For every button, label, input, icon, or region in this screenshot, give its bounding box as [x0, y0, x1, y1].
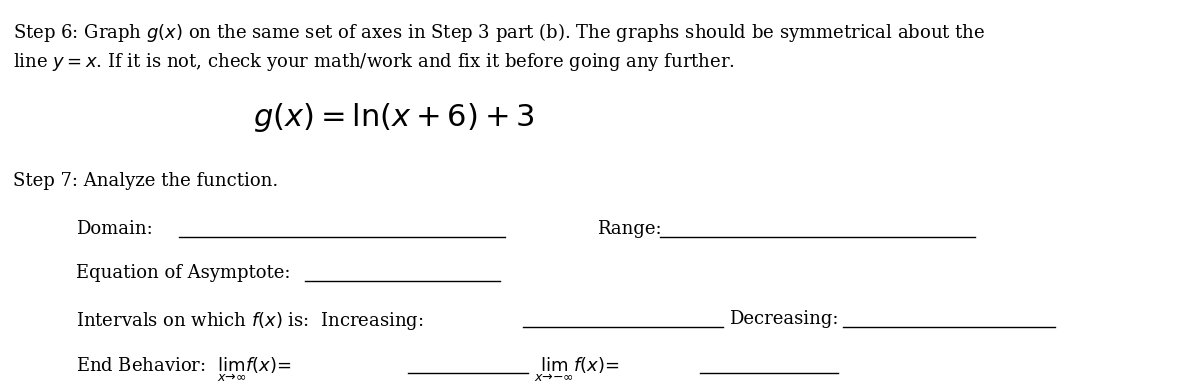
- Text: Step 6: Graph $g(x)$ on the same set of axes in Step 3 part (b). The graphs shou: Step 6: Graph $g(x)$ on the same set of …: [13, 20, 985, 44]
- Text: Decreasing:: Decreasing:: [728, 310, 839, 328]
- Text: End Behavior:  $\lim_{x \to \infty} f(x) =$: End Behavior: $\lim_{x \to \infty} f(x) …: [76, 356, 292, 385]
- Text: $g(x) = \ln(x+6) + 3$: $g(x) = \ln(x+6) + 3$: [253, 101, 535, 134]
- Text: line $y = x$. If it is not, check your math/work and fix it before going any fur: line $y = x$. If it is not, check your m…: [13, 51, 734, 73]
- Text: Domain:: Domain:: [76, 220, 152, 238]
- Text: Step 7: Analyze the function.: Step 7: Analyze the function.: [13, 172, 278, 190]
- Text: Intervals on which $f(x)$ is:  Increasing:: Intervals on which $f(x)$ is: Increasing…: [76, 310, 424, 332]
- Text: $\lim_{x \to -\infty} f(x) =$: $\lim_{x \to -\infty} f(x) =$: [534, 356, 619, 385]
- Text: Range:: Range:: [598, 220, 661, 238]
- Text: Equation of Asymptote:: Equation of Asymptote:: [76, 264, 290, 282]
